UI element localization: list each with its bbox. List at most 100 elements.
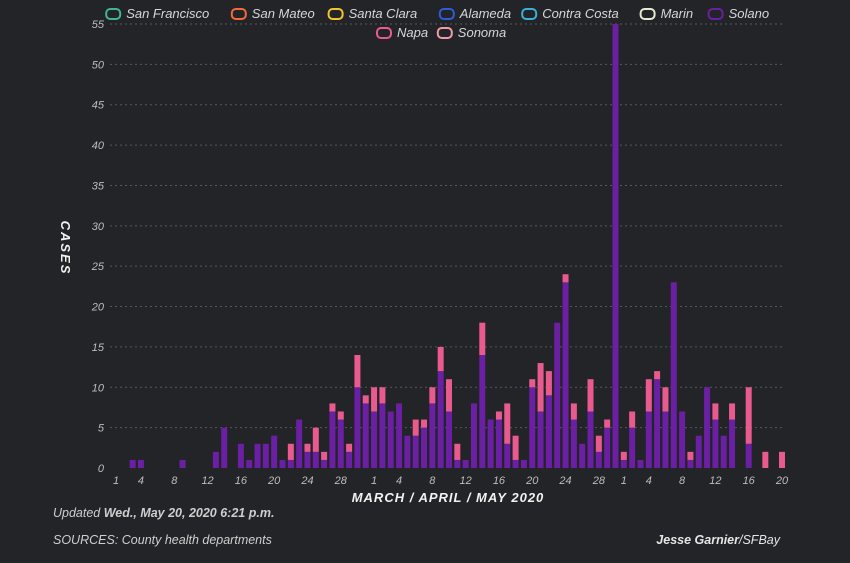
- bar-solano: [504, 443, 511, 468]
- bar-solano: [429, 403, 436, 468]
- bar-solano: [304, 451, 311, 468]
- bar-napa: [429, 387, 436, 404]
- updated-prefix: Updated: [53, 506, 104, 520]
- bar-solano: [679, 411, 686, 468]
- x-tick-label: 12: [709, 475, 721, 487]
- bar-solano: [654, 379, 661, 468]
- y-tick-label: 45: [92, 100, 105, 112]
- legend-item-sonoma: Sonoma: [436, 25, 506, 40]
- bar-solano: [612, 24, 619, 468]
- bar-solano: [729, 419, 736, 468]
- bar-solano: [637, 459, 644, 468]
- legend-item-san-francisco: San Francisco: [105, 6, 209, 21]
- bar-napa: [421, 419, 428, 428]
- byline-author: Jesse Garnier: [656, 533, 739, 547]
- legend-item-marin: Marin: [639, 6, 693, 21]
- bar-solano: [279, 459, 286, 468]
- y-tick-label: 25: [91, 261, 105, 273]
- x-tick-label: 20: [267, 475, 281, 487]
- byline: Jesse Garnier/SFBay: [656, 533, 780, 547]
- sources-line: SOURCES: County health departments: [53, 533, 272, 547]
- bar-solano: [720, 435, 727, 468]
- bar-solano: [421, 427, 428, 468]
- bar-napa: [446, 379, 452, 412]
- bar-solano: [562, 282, 569, 468]
- bar-solano: [470, 403, 477, 468]
- x-tick-label: 8: [429, 475, 436, 487]
- y-tick-label: 30: [92, 221, 105, 233]
- x-tick-label: 24: [558, 475, 571, 487]
- y-tick-label: 35: [92, 180, 105, 192]
- bar-napa: [504, 403, 511, 444]
- bar-solano: [462, 459, 469, 468]
- x-tick-label: 1: [621, 475, 627, 487]
- bar-solano: [329, 411, 336, 468]
- bar-napa: [729, 403, 736, 420]
- x-tick-label: 4: [646, 475, 652, 487]
- y-tick-label: 10: [92, 382, 105, 394]
- bar-solano: [629, 427, 636, 468]
- bar-napa: [529, 379, 536, 388]
- bar-napa: [512, 435, 519, 460]
- x-tick-label: 16: [235, 475, 248, 487]
- bars: [129, 24, 785, 468]
- bar-solano: [371, 411, 378, 468]
- bar-solano: [712, 419, 719, 468]
- bar-napa: [362, 395, 369, 404]
- bar-solano: [362, 403, 369, 468]
- bar-napa: [354, 354, 361, 388]
- bar-napa: [687, 451, 694, 460]
- bar-solano: [354, 387, 361, 468]
- bar-solano: [321, 459, 328, 468]
- bar-solano: [670, 282, 677, 468]
- bar-solano: [412, 435, 419, 468]
- bar-solano: [495, 419, 502, 468]
- x-tick-label: 20: [525, 475, 539, 487]
- bar-napa: [595, 435, 602, 452]
- x-tick-label: 20: [775, 475, 789, 487]
- bar-napa: [479, 322, 486, 355]
- bar-solano: [312, 451, 319, 468]
- x-tick-label: 16: [493, 475, 506, 487]
- bar-napa: [629, 411, 636, 428]
- updated-line: Updated Wed., May 20, 2020 6:21 p.m.: [53, 506, 274, 520]
- bar-solano: [570, 419, 577, 468]
- bar-solano: [554, 322, 561, 468]
- bar-napa: [587, 379, 594, 412]
- bar-solano: [695, 435, 702, 468]
- legend-swatch: [639, 8, 656, 20]
- x-tick-label: 8: [171, 475, 178, 487]
- y-tick-label: 20: [91, 302, 105, 314]
- bar-napa: [495, 411, 502, 420]
- x-axis-label: MARCH / APRIL / MAY 2020: [352, 490, 545, 505]
- bar-solano: [129, 459, 136, 468]
- legend-label: Santa Clara: [349, 6, 418, 21]
- bar-napa: [321, 451, 328, 460]
- bar-solano: [454, 459, 461, 468]
- bar-napa: [437, 346, 444, 372]
- bar-napa: [779, 451, 785, 468]
- bar-napa: [379, 387, 386, 404]
- bar-solano: [745, 443, 752, 468]
- bar-napa: [712, 403, 719, 420]
- bar-solano: [662, 411, 669, 468]
- bar-solano: [604, 427, 611, 468]
- bar-solano: [579, 443, 586, 468]
- x-tick-label: 12: [201, 475, 213, 487]
- bar-solano: [529, 387, 536, 468]
- x-tick-label: 1: [371, 475, 377, 487]
- bar-napa: [537, 363, 544, 412]
- legend-label: Alameda: [459, 6, 511, 21]
- legend-swatch: [438, 8, 455, 20]
- bar-solano: [287, 459, 294, 468]
- legend-item-alameda: Alameda: [438, 6, 511, 21]
- updated-timestamp: Wed., May 20, 2020 6:21 p.m.: [103, 506, 275, 520]
- x-tick-label: 24: [300, 475, 313, 487]
- bar-napa: [570, 403, 577, 420]
- legend-swatch: [230, 8, 247, 20]
- x-tick-label: 28: [592, 475, 606, 487]
- bar-solano: [337, 419, 344, 468]
- bar-solano: [379, 403, 386, 468]
